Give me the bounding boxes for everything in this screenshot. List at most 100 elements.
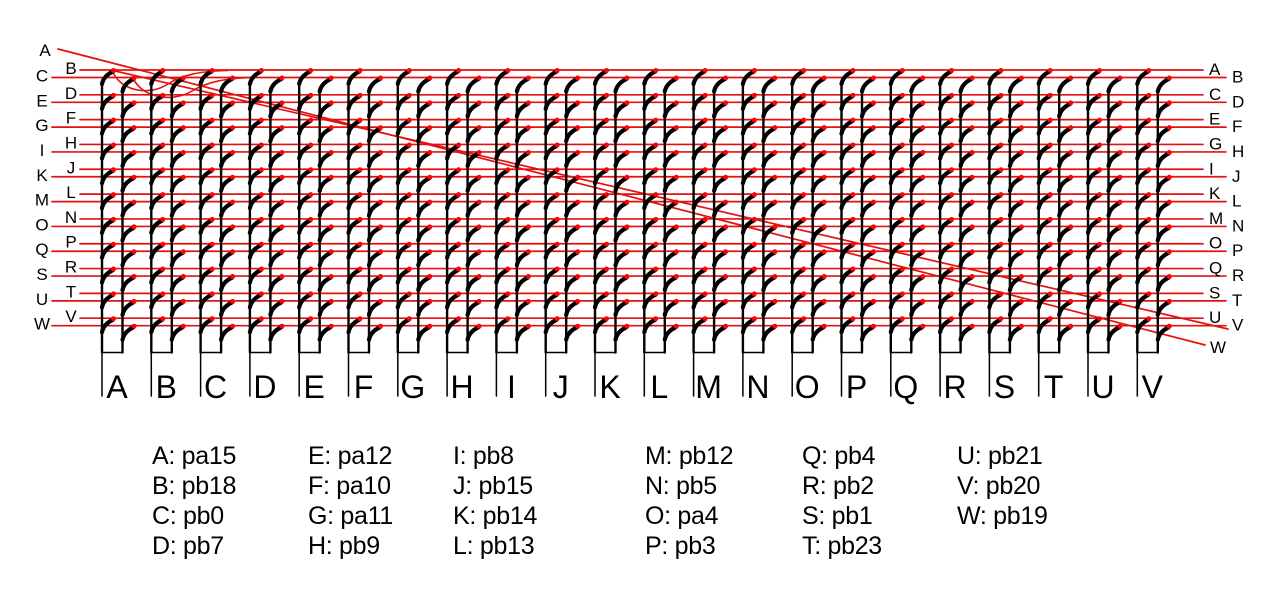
switch-arm	[691, 292, 707, 310]
switch-arm	[416, 250, 432, 268]
junction-dot	[505, 68, 511, 73]
junction-dot	[772, 224, 778, 230]
junction-dot	[328, 224, 334, 230]
switch-arm	[712, 275, 728, 293]
switch-arm	[888, 168, 904, 186]
junction-dot	[505, 291, 511, 297]
junction-dot	[723, 149, 729, 155]
switch-arm	[297, 193, 313, 211]
switch-arm	[938, 193, 954, 211]
junction-dot	[456, 142, 462, 148]
switch-arm	[642, 292, 658, 310]
switch-arm	[1057, 101, 1073, 119]
junction-dot	[505, 316, 511, 322]
switch-arm	[366, 201, 383, 218]
switch-arm	[691, 119, 707, 136]
switch-arm	[395, 267, 411, 285]
switch-arm	[317, 275, 333, 293]
switch-arm	[198, 292, 214, 310]
junction-dot	[209, 316, 215, 322]
legend-entry-C: C: pb0	[152, 502, 224, 530]
junction-dot	[308, 117, 314, 123]
row-label-right-H: H	[1232, 142, 1244, 161]
junction-dot	[575, 323, 581, 329]
junction-dot	[160, 241, 166, 247]
switch-arm	[613, 275, 629, 293]
junction-dot	[209, 117, 215, 123]
row-label-right-D: D	[1232, 92, 1244, 111]
junction-dot	[1146, 142, 1152, 148]
junction-dot	[406, 316, 412, 322]
junction-dot	[230, 274, 236, 280]
junction-dot	[702, 117, 708, 123]
switch-arm	[564, 101, 580, 119]
switch-arm	[416, 176, 432, 193]
junction-dot	[850, 142, 856, 148]
switch-arm	[268, 176, 284, 193]
junction-dot	[1117, 249, 1123, 255]
switch-arm	[366, 101, 383, 119]
legend-column-4: M: pb12 N: pb5 O: pa4 P: pb3	[645, 441, 734, 561]
switch-arm	[662, 300, 678, 317]
row-label-left-B: B	[65, 59, 76, 78]
column-label-E: E	[304, 369, 325, 405]
switch-arm	[761, 101, 777, 119]
junction-dot	[871, 199, 876, 205]
switch-arm	[1085, 69, 1102, 87]
junction-dot	[456, 316, 462, 322]
row-label-left-H: H	[65, 133, 77, 152]
switch-arm	[1036, 119, 1052, 136]
junction-dot	[871, 298, 876, 304]
switch-arm	[247, 267, 263, 285]
switch-arm	[366, 151, 383, 169]
junction-dot	[998, 167, 1004, 173]
switch-arm	[987, 267, 1003, 285]
junction-dot	[673, 125, 679, 131]
junction-dot	[131, 274, 137, 280]
switch-arm	[642, 168, 658, 186]
junction-dot	[850, 316, 856, 322]
switch-arm	[346, 143, 362, 161]
switch-arm	[790, 143, 806, 161]
junction-dot	[258, 316, 264, 322]
switch-arm	[712, 101, 728, 119]
junction-dot	[131, 224, 137, 230]
switch-arm	[662, 225, 678, 243]
switch-arm	[662, 201, 678, 218]
row-label-right-I: I	[1209, 159, 1214, 178]
junction-dot	[871, 149, 876, 155]
junction-dot	[230, 100, 236, 106]
junction-dot	[899, 142, 905, 148]
junction-dot	[702, 92, 708, 98]
switch-arm	[346, 218, 362, 236]
switch-arm	[149, 292, 165, 310]
junction-dot	[476, 298, 482, 304]
switch-arm	[938, 168, 954, 186]
switch-arm	[839, 267, 855, 285]
junction-dot	[998, 92, 1004, 98]
junction-dot	[258, 291, 264, 297]
junction-dot	[505, 192, 511, 198]
junction-dot	[821, 149, 827, 155]
switch-arm	[346, 243, 362, 260]
switch-arm	[219, 250, 235, 268]
junction-dot	[1097, 92, 1102, 98]
column-label-J: J	[553, 369, 569, 405]
junction-dot	[308, 241, 314, 247]
switch-arm	[514, 126, 530, 144]
switch-arm	[416, 201, 432, 218]
junction-dot	[1166, 149, 1172, 155]
switch-arm	[761, 176, 777, 193]
junction-dot	[604, 167, 609, 173]
junction-dot	[702, 142, 708, 148]
switch-arm	[465, 151, 481, 169]
junction-dot	[476, 274, 482, 280]
junction-dot	[525, 149, 531, 155]
switch-arm	[613, 225, 629, 243]
switch-arm	[198, 193, 214, 211]
switch-arm	[317, 201, 333, 218]
switch-arm	[712, 151, 728, 169]
row-label-left-J: J	[67, 158, 76, 177]
junction-dot	[653, 167, 659, 173]
